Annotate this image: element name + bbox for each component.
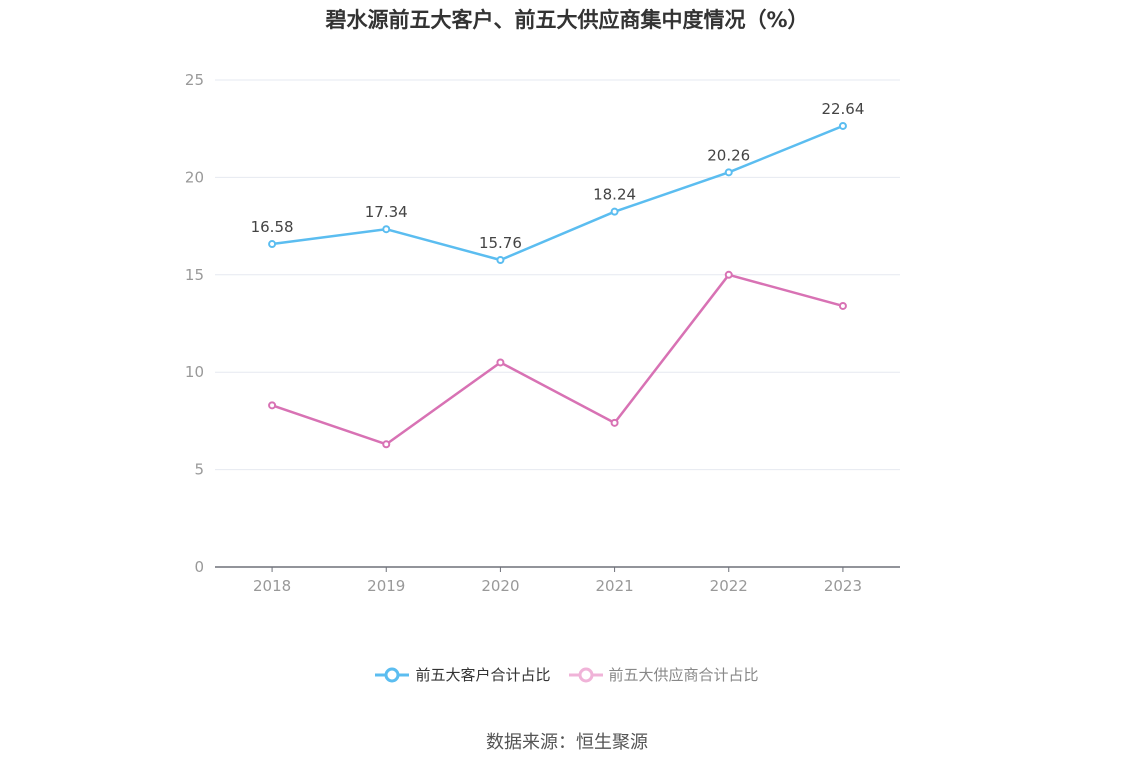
- x-tick-label: 2020: [481, 577, 519, 595]
- data-label: 15.76: [479, 234, 522, 252]
- x-tick-label: 2022: [710, 577, 748, 595]
- data-point: [610, 418, 619, 427]
- legend: 前五大客户合计占比 前五大供应商合计占比: [0, 664, 1134, 685]
- data-point: [382, 440, 391, 449]
- x-tick-label: 2018: [253, 577, 291, 595]
- data-point: [724, 168, 733, 177]
- data-point: [724, 270, 733, 279]
- data-point: [496, 255, 505, 264]
- x-tick-label: 2023: [824, 577, 862, 595]
- series-line-1: [271, 273, 844, 446]
- legend-item-suppliers[interactable]: 前五大供应商合计占比: [568, 664, 759, 685]
- y-tick-label: 0: [194, 558, 204, 576]
- legend-item-customers[interactable]: 前五大客户合计占比: [375, 664, 551, 685]
- x-tick-label: 2019: [367, 577, 405, 595]
- data-label: 17.34: [365, 203, 408, 221]
- data-point: [610, 207, 619, 216]
- legend-label-suppliers: 前五大供应商合计占比: [608, 666, 759, 684]
- legend-label-customers: 前五大客户合计占比: [415, 666, 551, 684]
- series-line-0: [271, 124, 844, 262]
- chart-title: 碧水源前五大客户、前五大供应商集中度情况（%）: [325, 8, 809, 32]
- data-label: 20.26: [707, 146, 750, 164]
- data-label: 16.58: [251, 218, 294, 236]
- y-tick-label: 5: [194, 461, 204, 479]
- data-point: [268, 240, 277, 249]
- y-tick-label: 10: [185, 363, 204, 381]
- legend-line-circle-icon: [375, 667, 410, 682]
- y-tick-label: 20: [185, 168, 204, 186]
- y-tick-label: 25: [185, 71, 204, 89]
- data-label: 18.24: [593, 186, 636, 204]
- x-tick-label: 2021: [595, 577, 633, 595]
- data-point: [838, 301, 847, 310]
- data-point: [382, 225, 391, 234]
- data-point: [838, 121, 847, 130]
- data-point: [268, 401, 277, 410]
- data-point: [496, 358, 505, 367]
- legend-line-circle-icon: [568, 667, 603, 682]
- data-label: 22.64: [821, 100, 864, 118]
- data-source: 数据来源：恒生聚源: [486, 732, 648, 753]
- y-tick-label: 15: [185, 266, 204, 284]
